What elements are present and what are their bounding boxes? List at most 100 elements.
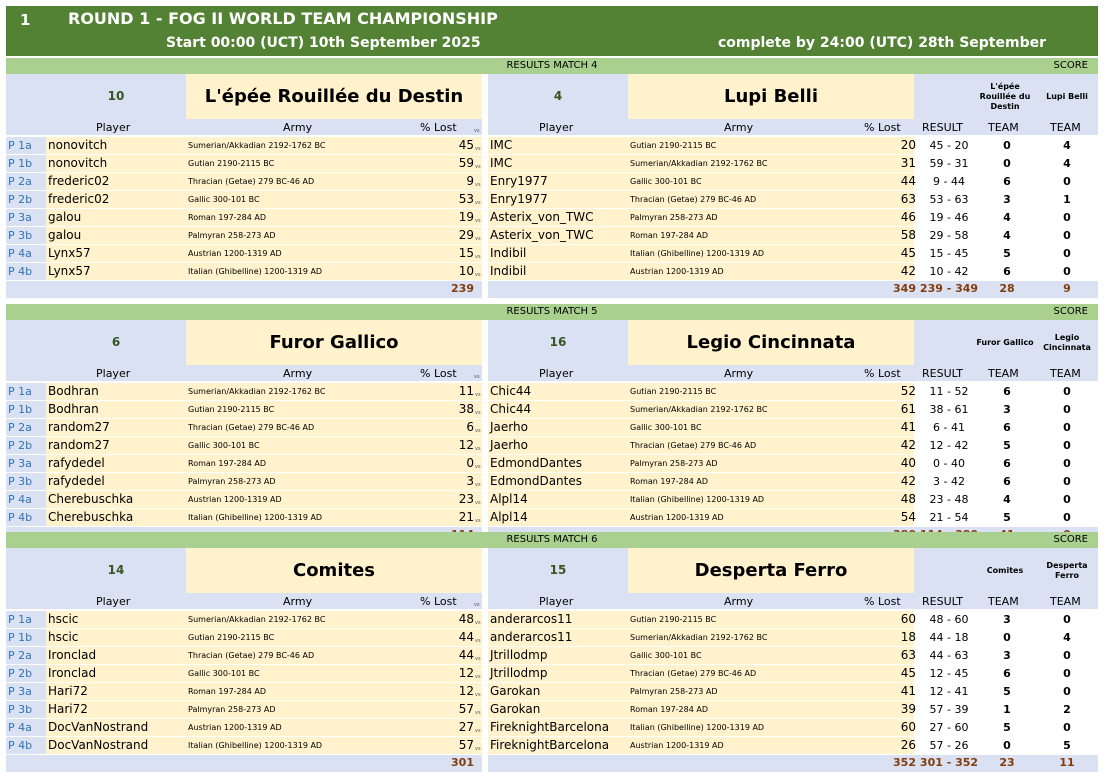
right-army: Sumerian/Akkadian 2192-1762 BC [630,633,768,642]
match-title-bar: RESULTS MATCH 4 SCORE [6,58,1098,74]
result-cell: 57 - 26 [929,739,969,752]
vs-label: vs [475,272,481,278]
right-team-points: 0 [1063,649,1071,662]
right-lost: 45 [900,666,916,680]
left-team-points: 6 [1003,421,1011,434]
totals-row: 239 349 239 - 349 28 9 [6,281,1098,299]
round-number: 1 [20,11,31,29]
left-lost: 11 [458,384,474,398]
left-army: Roman 197-284 AD [188,213,267,222]
left-player: frederic02 [48,192,110,206]
left-team-points: 5 [1003,247,1011,260]
army-header: Army [283,121,313,134]
vs-label: vs [475,638,481,644]
right-army: Roman 197-284 AD [630,705,709,714]
player-header: Player [539,367,574,380]
table-row: P 3b rafydedel Palmyran 258-273 AD 3 vs … [6,473,1098,491]
right-lost: 42 [900,474,916,488]
left-player: rafydedel [48,474,105,488]
result-cell: 11 - 52 [929,385,969,398]
position-label: P 2b [6,191,46,208]
result-cell: 59 - 31 [929,157,969,170]
army-header: Army [724,595,754,608]
left-lost: 29 [458,228,474,242]
left-column-header-band [6,365,482,381]
right-army: Thracian (Getae) 279 BC-46 AD [630,441,757,450]
left-team-number: 14 [107,563,125,577]
right-team-points: 2 [1063,703,1071,716]
right-team-total: 11 [1059,756,1075,769]
right-team-points: 0 [1063,613,1071,626]
score-label: SCORE [1053,60,1088,71]
right-army: Thracian (Getae) 279 BC-46 AD [630,195,757,204]
left-lost: 44 [458,648,474,662]
right-player: Alpl14 [490,492,528,506]
right-army: Palmyran 258-273 AD [630,687,718,696]
right-team-points: 0 [1063,421,1071,434]
match-block: RESULTS MATCH 5 SCORE 6 Furor Gallico 16 Le… [6,304,1098,545]
vs-label: vs [474,602,480,608]
position-label: P 1a [6,137,46,154]
right-team-points: 4 [1063,157,1071,170]
right-army: Austrian 1200-1319 AD [630,513,724,522]
right-team-points: 0 [1063,667,1071,680]
match-block: RESULTS MATCH 6 SCORE 14 Comites 15 Despert… [6,532,1098,773]
left-team-points: 6 [1003,457,1011,470]
left-team-points: 5 [1003,721,1011,734]
result-header: RESULT [922,121,963,134]
left-team-points: 6 [1003,265,1011,278]
complete-date: complete by 24:00 (UTC) 28th September [717,35,1046,51]
army-header: Army [724,121,754,134]
player-header: Player [539,121,574,134]
result-cell: 21 - 54 [929,511,969,524]
right-army: Sumerian/Akkadian 2192-1762 BC [630,405,768,414]
result-cell: 44 - 63 [929,649,969,662]
army-header: Army [724,367,754,380]
left-team-points: 6 [1003,385,1011,398]
vs-label: vs [475,692,481,698]
position-label: P 2a [6,647,46,664]
right-player: Indibil [490,246,527,260]
position-label: P 4b [6,737,46,754]
result-cell: 6 - 41 [933,421,965,434]
left-lost: 38 [458,402,474,416]
match-block: RESULTS MATCH 4 SCORE 10 L'épée Rouillée … [6,58,1098,299]
match-title: RESULTS MATCH 6 [506,534,598,545]
position-label: P 1a [6,383,46,400]
left-player: nonovitch [48,138,108,152]
position-label: P 3b [6,473,46,490]
right-player: IMC [490,156,513,170]
left-team-points: 4 [1003,211,1011,224]
right-player: Alpl14 [490,510,528,524]
position-label: P 3a [6,455,46,472]
right-team-number: 4 [553,89,563,103]
lost-header: % Lost [420,121,457,134]
lost-header: % Lost [420,367,457,380]
vs-label: vs [475,482,481,488]
right-lost: 40 [900,456,916,470]
right-team-name: Legio Cincinnata [628,320,914,365]
position-label: P 1b [6,401,46,418]
vs-label: vs [475,428,481,434]
left-team-points: 5 [1003,511,1011,524]
right-army: Roman 197-284 AD [630,231,709,240]
left-army: Palmyran 258-273 AD [188,705,276,714]
result-cell: 53 - 63 [929,193,969,206]
right-total-lost: 352 [893,756,916,769]
left-lost: 48 [458,612,474,626]
vs-label: vs [474,128,480,134]
table-row: P 2b frederic02 Gallic 300-101 BC 53 vs … [6,191,1098,209]
left-lost: 21 [458,510,474,524]
left-team-total: 23 [999,756,1015,769]
right-player: IMC [490,138,513,152]
left-army: Palmyran 258-273 AD [188,477,276,486]
page-header: 1 ROUND 1 - FOG II WORLD TEAM CHAMPIONSH… [6,6,1098,56]
right-army: Italian (Ghibelline) 1200-1319 AD [630,249,765,258]
right-column-header-band [488,119,1098,135]
left-player: random27 [48,420,110,434]
vs-label: vs [475,200,481,206]
start-date: Start 00:00 (UCT) 10th September 2025 [166,35,481,51]
table-row: P 4a Lynx57 Austrian 1200-1319 AD 15 vs … [6,245,1098,263]
right-player: Garokan [490,702,541,716]
left-total-lost: 301 [451,756,474,769]
